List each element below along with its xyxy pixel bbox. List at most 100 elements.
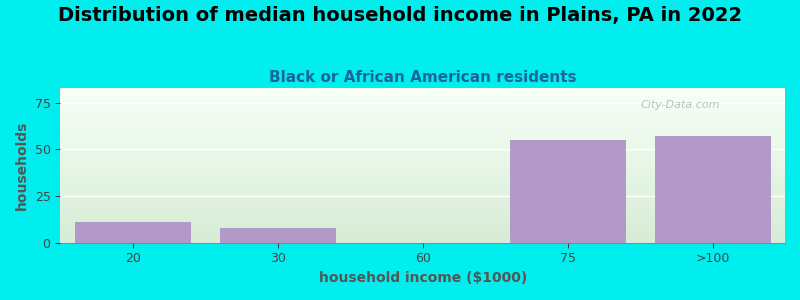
Bar [60,240,785,241]
Text: Distribution of median household income in Plains, PA in 2022: Distribution of median household income … [58,6,742,25]
Bar [60,203,785,204]
Bar [60,178,785,179]
Bar [654,136,770,243]
Bar [60,217,785,218]
Bar [60,160,785,161]
Bar [60,129,785,130]
Text: City-Data.com: City-Data.com [640,100,719,110]
Bar [60,180,785,181]
Bar [60,97,785,98]
Bar [60,107,785,108]
Bar [60,161,785,162]
Bar [60,228,785,229]
Bar [60,147,785,148]
Bar [60,139,785,140]
Bar [60,105,785,106]
Bar [60,188,785,189]
Bar [60,173,785,174]
Bar [60,222,785,223]
Bar [60,216,785,217]
Bar [60,159,785,160]
Bar [60,150,785,151]
Bar [60,114,785,115]
Bar [220,228,336,243]
Bar [60,224,785,225]
Bar [60,213,785,214]
Bar [60,130,785,131]
Bar [60,124,785,125]
Bar [60,183,785,184]
Bar [60,146,785,147]
Bar [60,162,785,163]
Bar [60,143,785,144]
Bar [60,242,785,243]
Bar [60,89,785,90]
Bar [60,226,785,227]
Bar [60,121,785,122]
Bar [60,167,785,168]
Bar [60,120,785,121]
Bar [60,88,785,89]
Bar [60,181,785,182]
Bar [60,128,785,129]
Bar [60,184,785,185]
Bar [60,90,785,91]
Bar [60,202,785,203]
Bar [60,140,785,141]
Bar [60,111,785,112]
Bar [60,195,785,196]
Bar [60,209,785,210]
Bar [60,119,785,120]
Bar [60,156,785,157]
Bar [60,194,785,195]
Bar [60,136,785,137]
Title: Black or African American residents: Black or African American residents [269,70,577,85]
Y-axis label: households: households [15,121,29,210]
Bar [60,223,785,224]
Bar [60,186,785,187]
Bar [60,175,785,176]
Bar [60,165,785,166]
Bar [60,158,785,159]
Bar [60,198,785,199]
Bar [60,153,785,154]
Bar [60,229,785,230]
Bar [60,93,785,94]
Bar [60,185,785,186]
Bar [60,94,785,95]
Bar [60,191,785,192]
Bar [60,91,785,92]
Bar [60,227,785,228]
Bar [60,192,785,193]
Bar [60,133,785,134]
Bar [60,218,785,219]
Bar [60,106,785,107]
Bar [60,123,785,124]
Bar [60,102,785,103]
Bar [60,113,785,114]
Bar [60,157,785,158]
Bar [60,205,785,206]
Bar [60,117,785,118]
Bar [60,92,785,93]
Bar [60,138,785,139]
Bar [60,233,785,234]
Bar [60,155,785,156]
Bar [60,212,785,213]
Bar [60,98,785,99]
Bar [60,131,785,132]
Bar [60,137,785,138]
Bar [60,231,785,232]
Bar [60,197,785,198]
Bar [60,148,785,149]
Bar [60,234,785,235]
Bar [60,230,785,231]
Bar [60,96,785,97]
Bar [60,166,785,167]
Bar [60,189,785,190]
Bar [60,190,785,191]
Bar [60,215,785,216]
Bar [60,174,785,175]
Bar [60,99,785,100]
Bar [60,200,785,201]
